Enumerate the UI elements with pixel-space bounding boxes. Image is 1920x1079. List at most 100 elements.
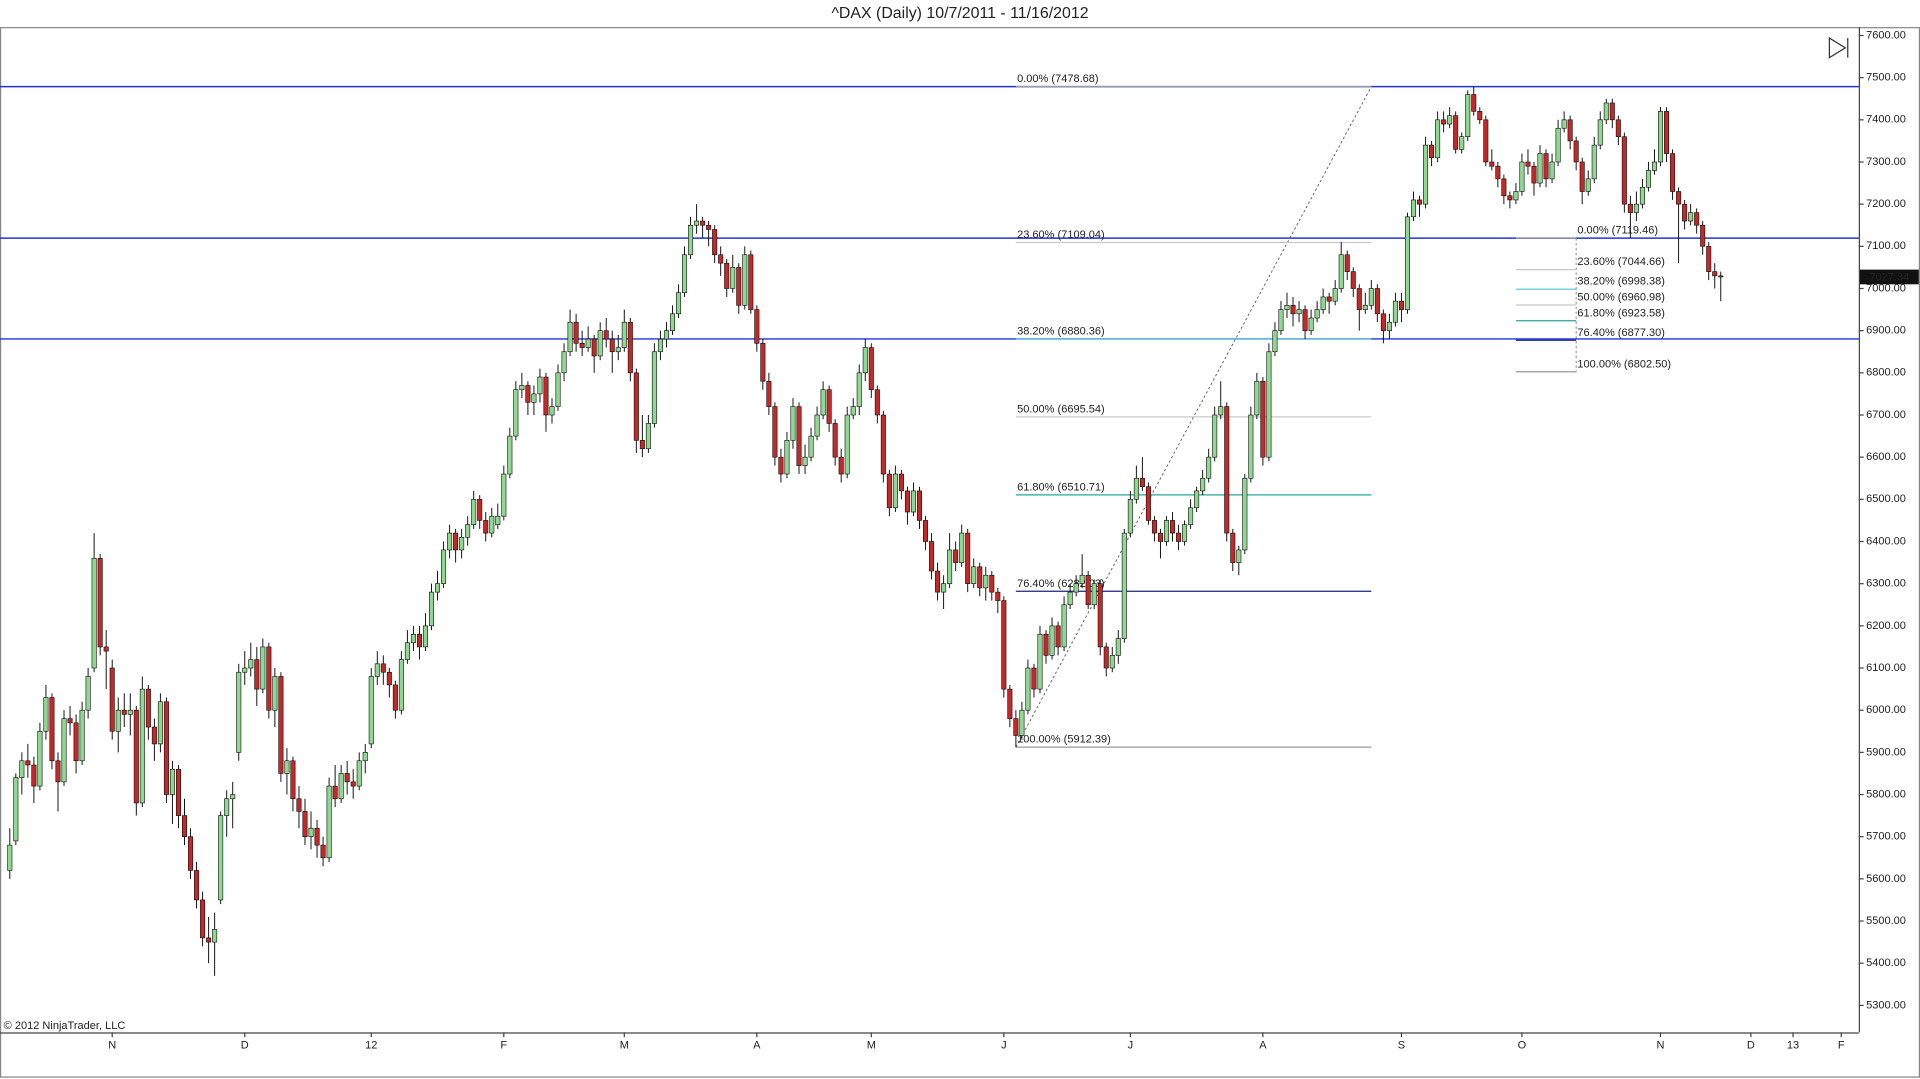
candle-body bbox=[1447, 115, 1453, 125]
y-tick-label: 5300.00 bbox=[1866, 999, 1906, 1011]
candle-body bbox=[1555, 127, 1561, 163]
candle-body bbox=[1230, 532, 1236, 563]
candle-body bbox=[1627, 203, 1633, 213]
candle-body bbox=[1127, 499, 1133, 534]
candle-body bbox=[736, 267, 742, 306]
candle-body bbox=[91, 558, 97, 669]
candle-body bbox=[766, 380, 772, 407]
candle-body bbox=[453, 532, 459, 551]
y-tick-label: 6300.00 bbox=[1866, 578, 1906, 590]
candle-body bbox=[1591, 144, 1597, 180]
fib-level-label: 50.00% (6695.54) bbox=[1017, 403, 1105, 415]
fib-level-label: 61.80% (6510.71) bbox=[1017, 481, 1105, 493]
candle-body bbox=[850, 406, 856, 416]
candle-body bbox=[706, 224, 712, 230]
candle-body bbox=[1182, 524, 1188, 542]
candle-body bbox=[1200, 477, 1206, 492]
candle-body bbox=[1423, 144, 1429, 205]
candle-body bbox=[1645, 170, 1651, 188]
candle-body bbox=[1019, 709, 1025, 736]
candle-body bbox=[115, 709, 121, 732]
y-tick-label: 5500.00 bbox=[1866, 915, 1906, 927]
candle-body bbox=[929, 541, 935, 572]
candle-body bbox=[133, 709, 139, 804]
icon-triangle[interactable] bbox=[1828, 36, 1847, 59]
candle-body bbox=[127, 709, 133, 715]
candle-body bbox=[19, 760, 25, 778]
candle-body bbox=[639, 439, 645, 450]
candle-body bbox=[1344, 254, 1350, 272]
x-tick-label: D bbox=[1747, 1040, 1755, 1052]
candle-body bbox=[429, 591, 435, 627]
candle-body bbox=[1670, 153, 1676, 192]
candle-body bbox=[627, 321, 633, 374]
candle-body bbox=[1404, 216, 1410, 310]
candle-body bbox=[1453, 115, 1459, 150]
candle-body bbox=[398, 659, 404, 711]
candle-body bbox=[25, 760, 31, 766]
candle-body bbox=[904, 490, 910, 513]
candle-body bbox=[971, 566, 977, 584]
candle-body bbox=[1109, 655, 1115, 669]
candle-body bbox=[1368, 288, 1374, 306]
candle-body bbox=[1621, 136, 1627, 205]
candle-body bbox=[1483, 119, 1489, 163]
candle-body bbox=[1417, 199, 1423, 205]
candle-body bbox=[953, 549, 959, 563]
fib-level-label: 23.60% (7109.04) bbox=[1017, 229, 1105, 241]
candle-body bbox=[916, 490, 923, 521]
candle-body bbox=[1386, 321, 1392, 331]
fib-level-label: 61.80% (6923.58) bbox=[1577, 307, 1665, 319]
candle-body bbox=[1531, 165, 1537, 184]
candle-body bbox=[290, 760, 296, 800]
candle-body bbox=[688, 224, 694, 256]
candle-body bbox=[43, 697, 49, 732]
candle-body bbox=[868, 347, 874, 391]
candle-body bbox=[808, 435, 814, 458]
candle-body bbox=[1043, 633, 1049, 656]
candle-body bbox=[669, 313, 676, 331]
candle-body bbox=[1085, 574, 1091, 606]
candle-body bbox=[1031, 667, 1037, 690]
candle-body bbox=[1097, 583, 1103, 648]
candle-body bbox=[1682, 203, 1688, 222]
candle-body bbox=[1362, 305, 1368, 310]
chart-trader-icon[interactable] bbox=[1828, 36, 1849, 59]
candle-body bbox=[302, 811, 308, 837]
candle-body bbox=[1657, 111, 1664, 163]
candle-body bbox=[531, 393, 537, 403]
candle-body bbox=[1519, 161, 1525, 192]
candle-body bbox=[1603, 102, 1609, 121]
y-tick-label: 7400.00 bbox=[1866, 114, 1906, 126]
candle-body bbox=[181, 815, 188, 837]
y-tick-label: 7300.00 bbox=[1866, 156, 1906, 168]
candle-body bbox=[1001, 600, 1007, 690]
last-price-label: 7027.34 bbox=[1869, 271, 1909, 283]
candle-body bbox=[1206, 456, 1212, 479]
candle-body bbox=[1513, 191, 1519, 201]
fib-level-label: 76.40% (6877.30) bbox=[1577, 327, 1665, 339]
candle-body bbox=[1073, 583, 1079, 593]
candle-body bbox=[1651, 161, 1657, 171]
candle-body bbox=[1013, 718, 1019, 736]
candle-body bbox=[1567, 119, 1573, 142]
candle-body bbox=[284, 760, 290, 774]
candle-body bbox=[513, 389, 519, 437]
candle-body bbox=[67, 718, 73, 724]
candle-body bbox=[447, 532, 453, 551]
y-tick-label: 6900.00 bbox=[1866, 325, 1906, 337]
candle-body bbox=[362, 752, 368, 762]
candle-body bbox=[501, 473, 507, 517]
fib-level-label: 38.20% (6880.36) bbox=[1017, 326, 1105, 338]
candle-body bbox=[1055, 625, 1061, 648]
candle-body bbox=[1248, 414, 1254, 479]
fib-level-label: 0.00% (7119.46) bbox=[1577, 225, 1658, 237]
candle-body bbox=[802, 456, 808, 466]
candle-body bbox=[1392, 300, 1398, 323]
candle-body bbox=[1700, 224, 1706, 247]
candle-body bbox=[1633, 203, 1639, 213]
candle-body bbox=[1061, 604, 1067, 648]
candle-body bbox=[344, 773, 350, 783]
candle-body bbox=[410, 633, 416, 644]
